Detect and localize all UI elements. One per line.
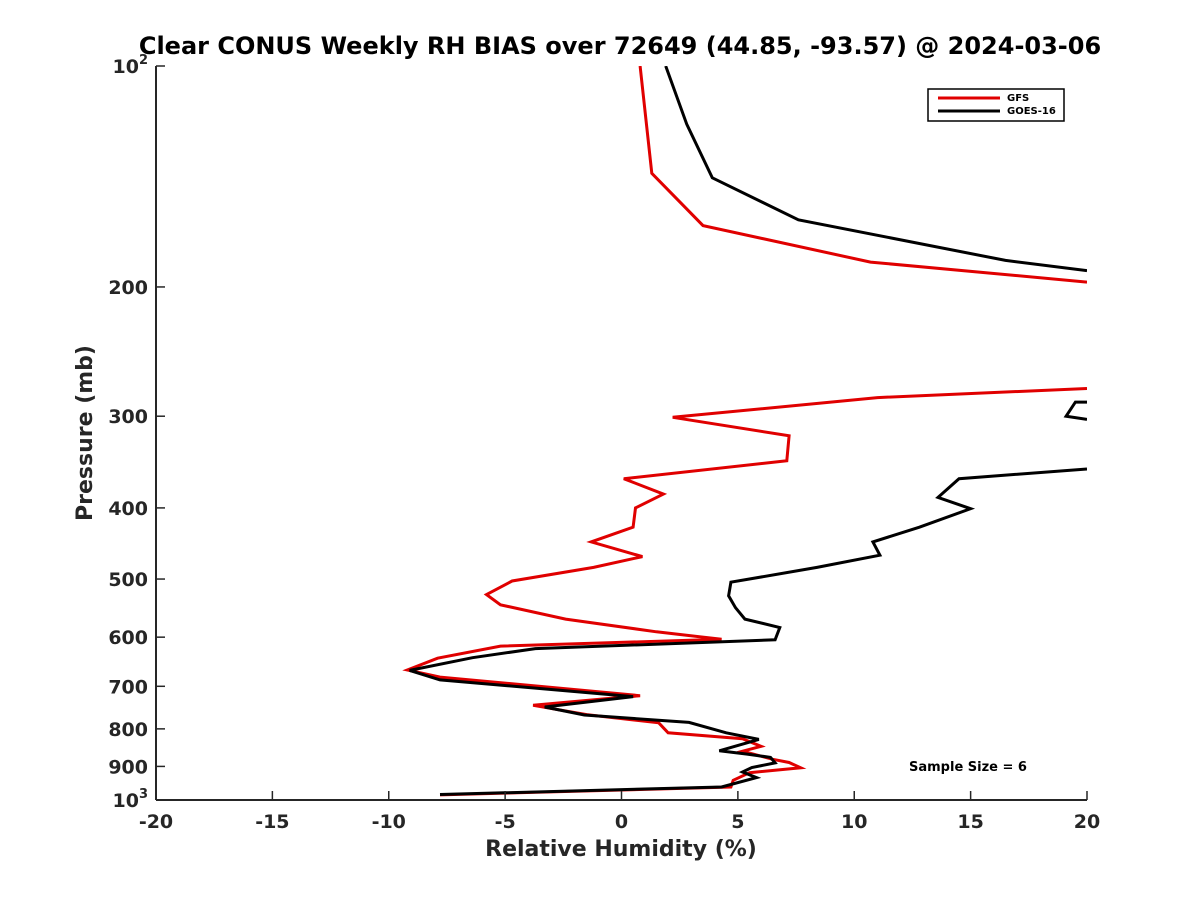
series-layer <box>402 66 1087 797</box>
y-tick-label: 600 <box>108 627 148 649</box>
legend: GFS GOES-16 <box>927 88 1065 122</box>
x-axis-label: Relative Humidity (%) <box>485 837 757 862</box>
x-tick-label: -15 <box>255 811 289 833</box>
series-line-goes-16-segment-2 <box>1063 400 1087 421</box>
y-tick-label: 102 <box>113 53 149 78</box>
x-tick-label: 0 <box>615 811 628 833</box>
series-line-goes-16-segment-3 <box>409 467 1087 796</box>
x-tick-label: -20 <box>139 811 173 833</box>
y-tick-label: 300 <box>108 406 148 428</box>
x-tick-label: 5 <box>731 811 744 833</box>
sample-size-annotation: Sample Size = 6 <box>909 760 1027 775</box>
y-axis-label: Pressure (mb) <box>73 345 98 521</box>
legend-box <box>927 88 1065 122</box>
x-tick-label: -10 <box>372 811 406 833</box>
series-line-goes-16-segment-1 <box>664 66 1087 273</box>
chart-title: Clear CONUS Weekly RH BIAS over 72649 (4… <box>139 32 1101 60</box>
y-axis-ticks: 102 200 300 400 500 600 700 800 900 103 <box>108 53 165 812</box>
y-tick-label: 200 <box>108 277 148 299</box>
x-tick-label: 20 <box>1074 811 1100 833</box>
y-tick-label: 900 <box>108 756 148 778</box>
x-tick-label: -5 <box>495 811 516 833</box>
plot-area: -20 -15 -10 -5 0 5 10 15 20 102 200 300 400 500 600 70… <box>108 53 1100 833</box>
y-tick-label: 400 <box>108 498 148 520</box>
series-line-gfs-segment-1 <box>638 66 1087 284</box>
x-axis-ticks: -20 -15 -10 -5 0 5 10 15 20 <box>139 791 1100 833</box>
legend-label-gfs: GFS <box>1007 93 1029 104</box>
y-tick-label: 700 <box>108 676 148 698</box>
y-tick-label: 103 <box>113 787 149 812</box>
y-tick-label: 800 <box>108 719 148 741</box>
legend-label-goes-16: GOES-16 <box>1007 106 1056 117</box>
y-tick-label: 500 <box>108 569 148 591</box>
x-tick-label: 15 <box>957 811 983 833</box>
x-tick-label: 10 <box>841 811 867 833</box>
